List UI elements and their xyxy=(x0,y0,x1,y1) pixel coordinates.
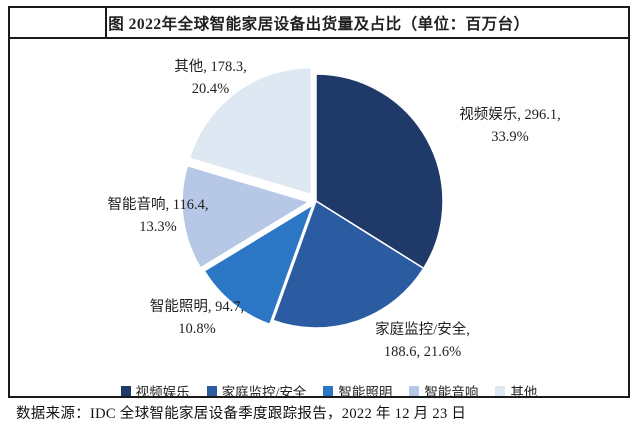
callout-line: 智能照明, 94.7, xyxy=(149,299,245,315)
callout-smart-lighting: 智能照明, 94.7, 10.8% xyxy=(112,296,282,340)
callout-others: 其他, 178.3, 20.4% xyxy=(128,56,293,100)
legend-swatch xyxy=(206,386,217,396)
legend-swatch xyxy=(409,386,420,396)
source-note: 数据来源：IDC 全球智能家居设备季度跟踪报告，2022 年 12 月 23 日 xyxy=(16,406,467,422)
pie-slice xyxy=(188,66,312,196)
callout-line: 家庭监控/安全, xyxy=(375,322,470,338)
legend-item: 其他 xyxy=(495,381,537,401)
figure-title: 图 2022年全球智能家居设备出货量及占比（单位：百万台） xyxy=(108,15,530,33)
callout-line: 20.4% xyxy=(191,81,230,97)
callout-home-monitoring-security: 家庭监控/安全, 188.6, 21.6% xyxy=(340,319,505,363)
callout-smart-speaker: 智能音响, 116.4, 13.3% xyxy=(72,194,244,238)
pie-slice xyxy=(272,199,425,329)
legend-swatch xyxy=(323,386,334,396)
legend-swatch xyxy=(495,386,506,396)
pie-legend: 视频娱乐 家庭监控/安全 智能照明 智能音响 其他 xyxy=(20,380,638,402)
legend-item: 智能照明 xyxy=(323,381,392,401)
callout-line: 188.6, 21.6% xyxy=(383,344,462,360)
pie-slice xyxy=(315,73,444,270)
legend-item-label: 视频娱乐 xyxy=(135,385,190,400)
legend-item-label: 家庭监控/安全 xyxy=(221,385,307,400)
callout-line: 10.8% xyxy=(178,321,216,337)
callout-line: 智能音响, 116.4, xyxy=(107,197,209,213)
figure-frame: 图 2022年全球智能家居设备出货量及占比（单位：百万台） 视频娱乐 家庭监控/安… xyxy=(8,6,630,400)
callout-line: 其他, 178.3, xyxy=(174,59,247,75)
callout-line: 13.3% xyxy=(139,219,177,235)
figure-title-bar: 图 2022年全球智能家居设备出货量及占比（单位：百万台） xyxy=(10,8,628,39)
title-cell-divider xyxy=(105,8,107,37)
legend-swatch xyxy=(120,386,131,396)
legend-item: 家庭监控/安全 xyxy=(206,381,307,401)
pie-slice xyxy=(203,203,315,326)
callout-line: 33.9% xyxy=(491,129,529,145)
callout-video-entertainment: 视频娱乐, 296.1, 33.9% xyxy=(420,104,600,148)
legend-item: 智能音响 xyxy=(409,381,478,401)
legend-item-label: 智能音响 xyxy=(424,385,479,400)
legend-item: 视频娱乐 xyxy=(120,381,190,401)
legend-item-label: 智能照明 xyxy=(338,385,393,400)
pie-slice xyxy=(181,164,311,269)
callout-line: 视频娱乐, 296.1, xyxy=(459,107,561,123)
legend-item-label: 其他 xyxy=(510,385,538,400)
